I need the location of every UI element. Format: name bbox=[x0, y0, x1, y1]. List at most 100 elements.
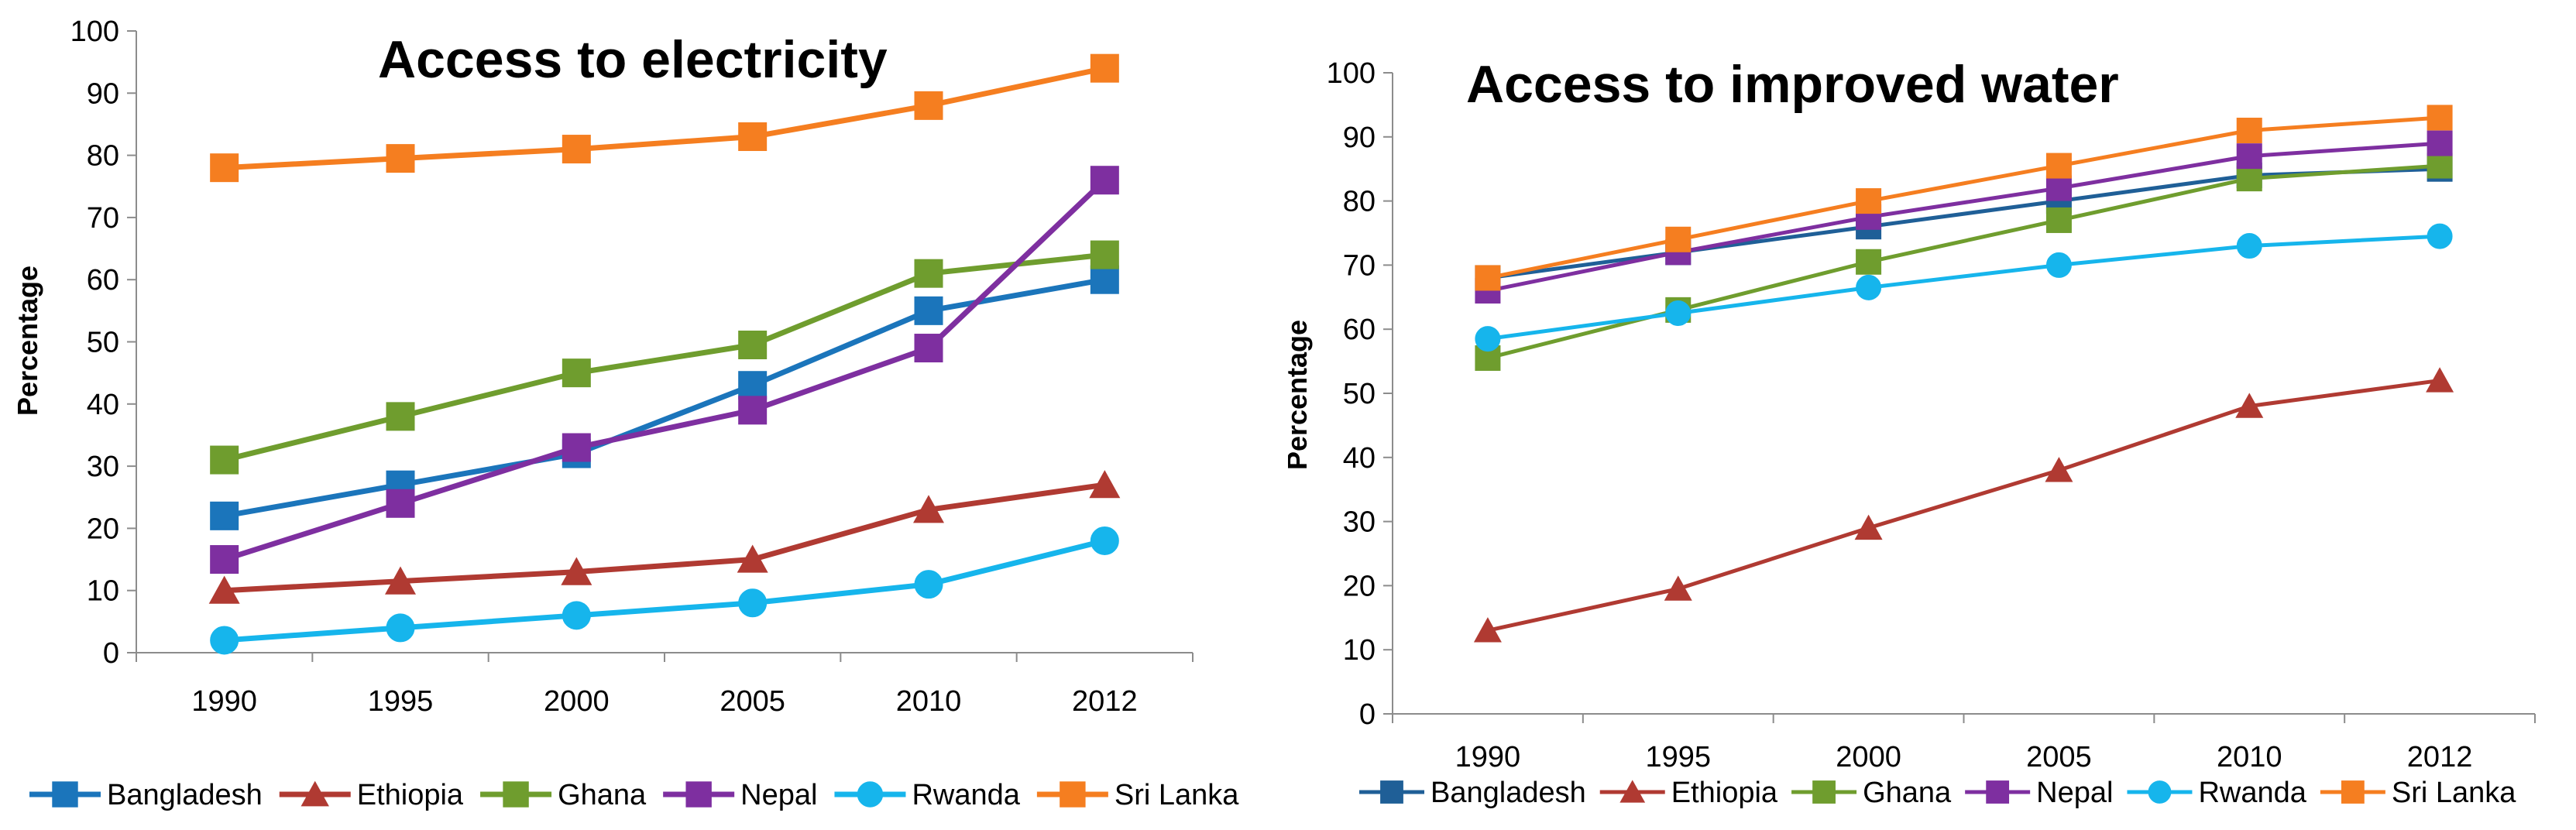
legend-item-bangladesh: Bangladesh bbox=[1359, 777, 1586, 809]
y-tick-label: 70 bbox=[1343, 249, 1376, 282]
data-point-sri-lanka bbox=[2045, 153, 2072, 179]
data-point-bangladesh bbox=[210, 501, 239, 530]
legend-marker bbox=[2148, 780, 2172, 804]
y-tick-label: 20 bbox=[87, 513, 119, 545]
series-rwanda bbox=[1475, 223, 2453, 352]
data-point-sri-lanka bbox=[1856, 188, 1882, 214]
series-line-ethiopia bbox=[224, 482, 1105, 594]
data-point-sri-lanka bbox=[1665, 226, 1692, 252]
data-point-sri-lanka bbox=[562, 135, 591, 164]
legend-label: Rwanda bbox=[2198, 777, 2306, 809]
data-point-nepal bbox=[2045, 175, 2072, 201]
y-tick-label: 10 bbox=[87, 575, 119, 608]
x-tick-label: 2000 bbox=[1836, 741, 1901, 773]
x-tick-label: 1995 bbox=[368, 685, 434, 718]
legend-label: Bangladesh bbox=[107, 779, 263, 811]
legend-marker bbox=[52, 781, 78, 808]
legend-label: Sri Lanka bbox=[2392, 777, 2516, 809]
legend-label: Ethiopia bbox=[357, 779, 464, 811]
electricity-chart-svg: 0 10 20 30 40 50 60 70 80 90 100 1990 1995 2000 2005 20… bbox=[12, 15, 1239, 811]
data-point-ethiopia bbox=[1473, 617, 1502, 643]
data-point-ethiopia bbox=[1854, 514, 1883, 540]
data-point-ethiopia bbox=[737, 544, 768, 573]
axes: 0 10 20 30 40 50 60 70 80 90 100 1990 1995 2000 2005 20… bbox=[70, 15, 1194, 718]
legend: Bangladesh Ethiopia Ghana Nepal Rwanda Sri La… bbox=[1359, 777, 2516, 809]
data-point-ghana bbox=[738, 331, 768, 360]
data-point-sri-lanka bbox=[738, 122, 768, 152]
legend-item-ethiopia: Ethiopia bbox=[1599, 777, 1778, 809]
data-point-ghana bbox=[386, 402, 415, 431]
data-point-ethiopia bbox=[913, 495, 944, 523]
data-point-sri-lanka bbox=[386, 144, 415, 173]
data-point-nepal bbox=[386, 489, 415, 518]
data-point-sri-lanka bbox=[2427, 105, 2453, 131]
y-tick-label: 100 bbox=[1327, 57, 1376, 90]
legend-marker bbox=[503, 781, 529, 808]
data-point-rwanda bbox=[2045, 252, 2072, 278]
data-point-rwanda bbox=[2427, 223, 2453, 249]
series-line-ethiopia bbox=[1487, 378, 2440, 633]
legend-item-rwanda: Rwanda bbox=[2127, 777, 2307, 809]
legend-label: Rwanda bbox=[912, 779, 1020, 811]
legend-label: Bangladesh bbox=[1431, 777, 1586, 809]
series-line-sri-lanka bbox=[1487, 115, 2440, 280]
data-point-sri-lanka bbox=[2236, 118, 2262, 144]
x-tick-label: 2010 bbox=[896, 685, 962, 718]
data-point-ghana bbox=[1856, 249, 1882, 275]
series-line-nepal bbox=[223, 178, 1107, 562]
data-point-rwanda bbox=[738, 588, 768, 618]
legend-item-nepal: Nepal bbox=[663, 779, 817, 811]
legend-marker bbox=[685, 781, 712, 808]
electricity-chart: 0 10 20 30 40 50 60 70 80 90 100 1990 1995 2000 2005 20… bbox=[0, 0, 1288, 826]
data-point-rwanda bbox=[562, 601, 591, 630]
data-point-ghana bbox=[562, 358, 591, 388]
data-point-ethiopia bbox=[385, 566, 416, 595]
y-tick-label: 20 bbox=[1343, 570, 1376, 602]
x-tick-label: 2012 bbox=[1072, 685, 1138, 718]
x-tick-label: 2010 bbox=[2217, 741, 2282, 773]
legend: Bangladesh Ethiopia Ghana Nepal Rwanda Sri La… bbox=[29, 779, 1239, 811]
y-tick-label: 60 bbox=[1343, 314, 1376, 346]
y-tick-label: 60 bbox=[87, 264, 119, 297]
y-tick-label: 100 bbox=[70, 15, 119, 48]
x-tick-label: 2000 bbox=[544, 685, 610, 718]
legend-marker bbox=[1986, 780, 2010, 804]
data-point-rwanda bbox=[386, 613, 415, 643]
y-tick-label: 30 bbox=[1343, 506, 1376, 539]
series-line-bangladesh bbox=[224, 276, 1105, 519]
data-point-rwanda bbox=[210, 626, 239, 655]
data-point-rwanda bbox=[1475, 326, 1501, 352]
series-line-ghana bbox=[223, 252, 1105, 463]
data-point-bangladesh bbox=[738, 371, 768, 400]
data-point-ghana bbox=[1090, 240, 1119, 269]
series-line-rwanda bbox=[224, 538, 1106, 643]
data-point-ghana bbox=[914, 259, 943, 288]
legend-label: Nepal bbox=[740, 779, 817, 811]
data-point-ethiopia bbox=[561, 557, 592, 585]
axes: 0 10 20 30 40 50 60 70 80 90 100 1990 1995 2000 2005 20… bbox=[1327, 57, 2536, 773]
y-tick-label: 80 bbox=[87, 140, 119, 173]
data-point-rwanda bbox=[1665, 300, 1692, 326]
legend-item-rwanda: Rwanda bbox=[834, 779, 1021, 811]
legend-marker bbox=[1380, 780, 1403, 804]
y-tick-label: 50 bbox=[1343, 378, 1376, 410]
data-point-ghana bbox=[2236, 166, 2262, 192]
data-point-ghana bbox=[2427, 153, 2453, 179]
y-tick-label: 40 bbox=[1343, 442, 1376, 475]
y-tick-label: 0 bbox=[103, 637, 119, 670]
x-tick-label: 2005 bbox=[2026, 741, 2092, 773]
data-point-nepal bbox=[1090, 166, 1119, 195]
data-point-sri-lanka bbox=[1475, 265, 1501, 291]
legend-label: Ghana bbox=[1863, 777, 1952, 809]
y-tick-label: 80 bbox=[1343, 186, 1376, 218]
series-nepal bbox=[210, 166, 1119, 574]
data-point-ethiopia bbox=[1664, 575, 1692, 601]
data-point-ethiopia bbox=[2426, 367, 2454, 393]
series-line-nepal bbox=[1487, 141, 2440, 293]
data-point-ethiopia bbox=[1089, 470, 1121, 499]
data-point-rwanda bbox=[1090, 526, 1119, 555]
data-point-ethiopia bbox=[2235, 393, 2264, 418]
y-axis-label: Percentage bbox=[12, 266, 43, 416]
data-point-ghana bbox=[210, 445, 239, 475]
chart-title: Access to improved water bbox=[1466, 55, 2119, 114]
